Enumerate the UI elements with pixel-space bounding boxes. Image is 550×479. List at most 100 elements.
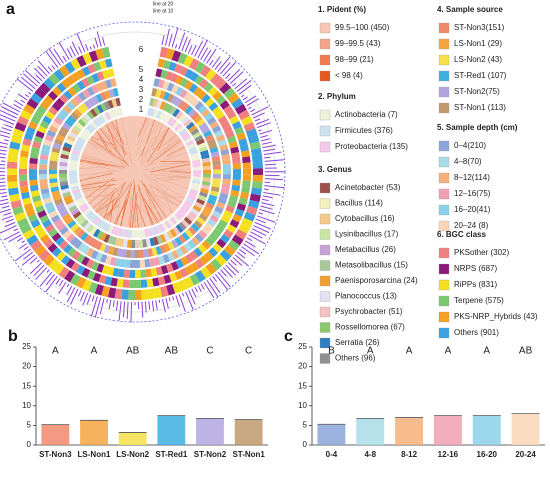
bgc-count-bar (169, 34, 172, 47)
legend-label: Proteobacteria (135) (335, 142, 408, 151)
ring-segment (243, 169, 251, 175)
bgc-count-bar (188, 45, 192, 53)
bgc-count-bar (256, 219, 265, 223)
legend-swatch (320, 307, 330, 317)
ring-segment (59, 174, 67, 178)
bgc-count-bar (230, 71, 243, 83)
ring-segment (19, 180, 28, 187)
bgc-count-bar (0, 118, 14, 124)
legend-swatch (439, 87, 449, 97)
significance-letter: C (245, 346, 252, 357)
ring-segment (135, 240, 139, 248)
legend-swatch (320, 276, 330, 286)
legend-swatch (439, 280, 449, 290)
bgc-count-bar (86, 44, 89, 51)
bgc-count-bar (260, 135, 268, 137)
ring-segment (213, 170, 221, 175)
panel-label: c (284, 328, 293, 345)
bgc-count-bar (0, 192, 7, 193)
ring-segment (29, 169, 37, 175)
legend-title: 6. BGC class (437, 230, 486, 239)
y-tick-label: 25 (298, 342, 307, 351)
y-tick-label: 20 (298, 362, 307, 371)
x-tick-label: ST-Non2 (194, 450, 227, 459)
bar (41, 425, 69, 445)
ring-segment (29, 158, 38, 164)
ring-segment (135, 250, 140, 258)
bgc-count-bar (95, 38, 98, 48)
legend-label: 8–12(114) (454, 173, 490, 182)
bgc-count-bar (4, 213, 12, 216)
ring-segment (233, 163, 241, 169)
ring-label: 1 (139, 105, 144, 114)
bgc-count-bar (198, 40, 208, 58)
bgc-count-bar (54, 49, 64, 64)
bgc-count-bar (213, 276, 217, 281)
ring-segment (39, 164, 47, 169)
ring-segment (29, 180, 38, 186)
legend-swatch (439, 296, 449, 306)
legend-label: 4–8(70) (454, 157, 482, 166)
legend-swatch (439, 23, 449, 33)
legend-swatch (439, 157, 449, 167)
ring-label: 4 (139, 75, 144, 84)
ring-segment (232, 158, 241, 164)
bgc-count-bar (38, 61, 50, 74)
ring-segment (193, 170, 201, 174)
bgc-count-bar (182, 293, 183, 296)
ring-segment (139, 250, 144, 258)
ring-segment (7, 155, 18, 163)
bgc-count-bar (262, 199, 269, 200)
bgc-count-bar (221, 270, 226, 276)
legend-swatch (320, 323, 330, 333)
bgc-count-bar (107, 299, 108, 303)
bgc-count-bar (233, 83, 236, 86)
bgc-count-bar (127, 302, 128, 319)
bgc-count-bar (243, 244, 258, 254)
legend-swatch (320, 199, 330, 209)
legend-swatch (439, 71, 449, 81)
x-tick-label: ST-Red1 (155, 450, 188, 459)
bgc-count-bar (97, 32, 101, 47)
ring-segment (213, 165, 221, 170)
bgc-count-bar (36, 267, 47, 279)
ring-segment (69, 170, 77, 174)
bgc-count-bar (92, 295, 94, 301)
y-tick-label: 15 (298, 381, 307, 390)
legend-title: 5. Sample depth (cm) (437, 123, 518, 132)
ring-segment (141, 289, 148, 299)
bgc-count-bar (1, 196, 7, 197)
bgc-count-bar (0, 186, 6, 188)
ring-segment (39, 169, 47, 174)
ring-segment (233, 174, 241, 180)
legend-label: Metasolibacillus (15) (335, 261, 408, 270)
ring-label: 5 (139, 65, 144, 74)
ring-segment (29, 163, 37, 169)
bgc-count-bar (93, 45, 94, 49)
bgc-count-bar (59, 282, 66, 294)
bgc-count-bar (145, 302, 146, 313)
bgc-count-bar (226, 265, 236, 275)
ring-segment (253, 162, 263, 169)
ring-segment (69, 167, 77, 171)
bgc-count-bar (252, 107, 269, 115)
bgc-count-bar (239, 249, 245, 254)
legend-swatch (439, 103, 449, 113)
ring-segment (223, 174, 231, 179)
ring-segment (252, 181, 263, 189)
bgc-count-bar (166, 298, 169, 308)
bgc-count-bar (263, 192, 280, 195)
ring-segment (140, 260, 146, 268)
ring-segment (242, 156, 251, 163)
legend-swatch (320, 230, 330, 240)
bgc-count-bar (261, 203, 274, 206)
bgc-count-bar (243, 97, 247, 100)
bgc-count-bar (5, 222, 15, 226)
bgc-count-bar (249, 235, 265, 244)
ring-segment (242, 180, 251, 187)
legend-swatch (439, 55, 449, 65)
ring-segment (203, 174, 211, 178)
y-tick-label: 10 (298, 401, 307, 410)
bgc-count-bar (231, 260, 237, 265)
